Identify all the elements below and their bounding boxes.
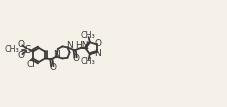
Text: CH₃: CH₃	[80, 57, 95, 66]
Text: N: N	[66, 41, 72, 50]
Text: S: S	[25, 45, 31, 55]
Text: O: O	[72, 54, 79, 63]
Text: O: O	[18, 40, 25, 49]
Text: Cl: Cl	[27, 60, 35, 69]
Text: N: N	[53, 50, 59, 59]
Text: O: O	[49, 63, 56, 72]
Text: CH₃: CH₃	[5, 45, 19, 54]
Text: O: O	[94, 39, 101, 48]
Text: HN: HN	[74, 41, 88, 50]
Text: O: O	[18, 51, 25, 60]
Text: CH₃: CH₃	[80, 31, 95, 40]
Text: N: N	[94, 49, 101, 58]
